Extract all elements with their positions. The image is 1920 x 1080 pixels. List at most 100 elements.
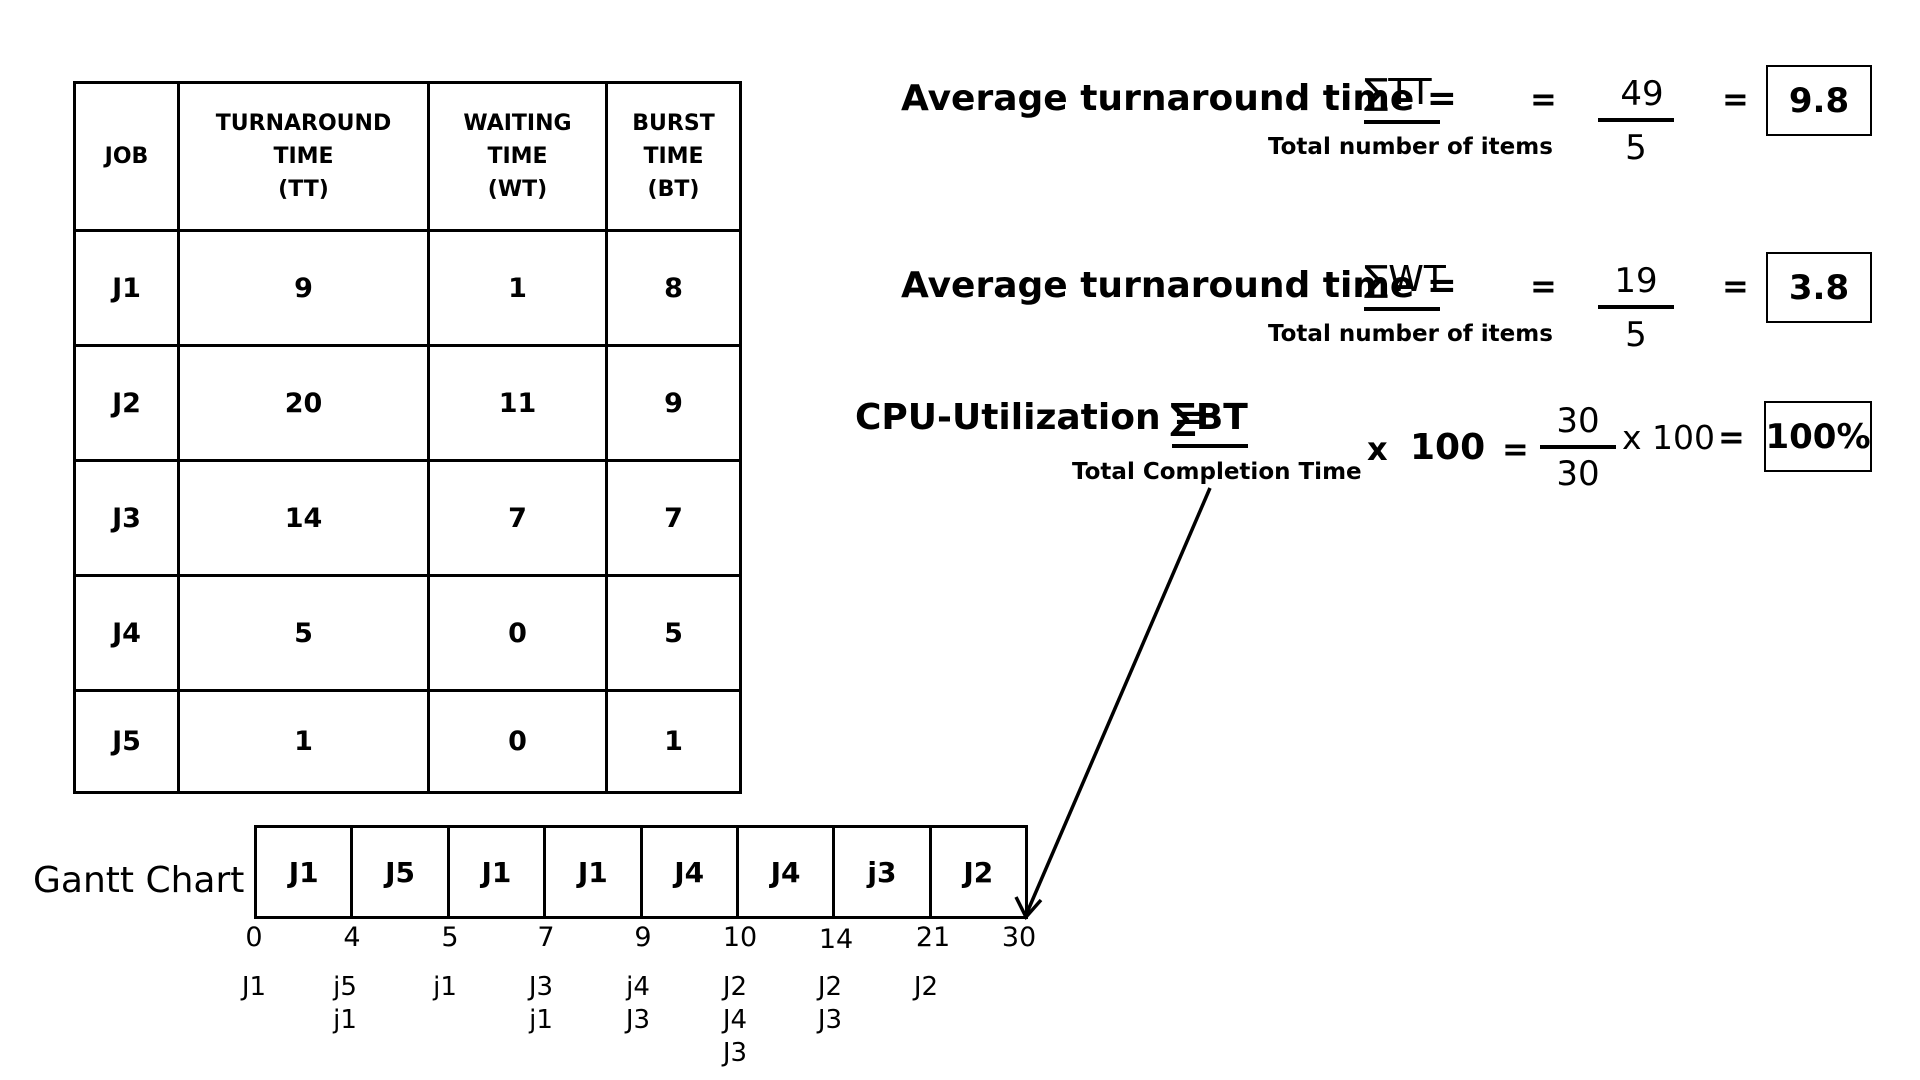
- result-box: 9.8: [1766, 65, 1872, 136]
- sigma-wt-term: ∑WT: [1364, 259, 1446, 300]
- gantt-tick: 5: [441, 922, 459, 953]
- gantt-cell: J2: [963, 855, 994, 889]
- cell-job: J3: [73, 459, 180, 577]
- ready-queue-group: j1: [415, 971, 475, 1004]
- queue-item: J2: [722, 972, 748, 1002]
- fraction-numerator: 30: [1556, 401, 1600, 441]
- result-box: 100%: [1764, 401, 1872, 472]
- gantt-cell: J1: [450, 828, 547, 916]
- gantt-tick: 21: [915, 922, 951, 953]
- queue-item: J4: [722, 1005, 748, 1035]
- header-job: JOB: [73, 81, 180, 232]
- times-100: x 100: [1622, 418, 1716, 457]
- sigma-underline: [1364, 307, 1440, 311]
- gantt-tick: 10: [722, 922, 758, 953]
- gantt-cell: J1: [257, 828, 354, 916]
- cell-tt: 1: [177, 689, 430, 794]
- queue-item: J2: [913, 972, 939, 1002]
- cell-job: J5: [73, 689, 180, 794]
- header-line: BURST: [632, 111, 715, 136]
- table-header-row: JOB TURNAROUND TIME (TT) WAITING TIME (W…: [73, 81, 742, 232]
- fraction-denominator: 5: [1625, 128, 1647, 168]
- sigma-bt-term: ∑BT: [1170, 397, 1248, 438]
- cell-job: J2: [73, 344, 180, 462]
- equals-sign: =: [1718, 418, 1745, 456]
- cell-job: J4: [73, 574, 180, 692]
- header-waiting-time: WAITING TIME (WT): [427, 81, 608, 232]
- header-line: JOB: [104, 144, 149, 169]
- cell-bt: 8: [605, 229, 742, 347]
- job-table: JOB TURNAROUND TIME (TT) WAITING TIME (W…: [73, 81, 742, 794]
- cell-tt: 5: [177, 574, 430, 692]
- fraction-numerator: 49: [1620, 74, 1664, 114]
- cell-wt: 11: [427, 344, 608, 462]
- header-line: TIME: [643, 144, 704, 169]
- sigma-underline: [1364, 120, 1440, 124]
- result-box: 3.8: [1766, 252, 1872, 323]
- cell-tt: 9: [177, 229, 430, 347]
- fraction-denominator: 30: [1556, 454, 1600, 494]
- arrow-line: [1024, 487, 1212, 916]
- gantt-tick: 9: [634, 922, 652, 953]
- cell-bt: 7: [605, 459, 742, 577]
- gantt-tick: 4: [343, 922, 361, 953]
- table-row: J1 9 1 8: [73, 229, 742, 347]
- equals-sign: =: [1722, 267, 1749, 305]
- gantt-cell: J4: [739, 828, 836, 916]
- ready-queue-group: J3 j1: [511, 971, 571, 1037]
- queue-item: J3: [817, 1005, 843, 1035]
- cell-bt: 1: [605, 689, 742, 794]
- gantt-bar: J1 J5 J1 J1 J4 J4 j3 J2: [254, 825, 1028, 919]
- denominator-label: Total number of items: [1268, 321, 1553, 347]
- header-line: TIME: [487, 144, 548, 169]
- ready-queue-group: j5 j1: [315, 971, 375, 1037]
- cell-wt: 7: [427, 459, 608, 577]
- gantt-tick: 7: [537, 922, 555, 953]
- fraction-bar: [1540, 445, 1616, 449]
- queue-item: j5: [333, 972, 357, 1002]
- ready-queue-group: J1: [224, 971, 284, 1004]
- header-burst-time: BURST TIME (BT): [605, 81, 742, 232]
- header-line: WAITING: [463, 111, 572, 136]
- queue-item: J3: [528, 972, 554, 1002]
- cell-bt: 9: [605, 344, 742, 462]
- result-value: 3.8: [1788, 267, 1850, 308]
- gantt-tick: 30: [1001, 922, 1037, 953]
- queue-item: j4: [626, 972, 650, 1002]
- queue-item: j1: [433, 972, 457, 1002]
- formula-label: CPU-Utilization =: [855, 397, 1204, 438]
- queue-item: J1: [241, 972, 267, 1002]
- header-line: TIME: [273, 144, 334, 169]
- cell-tt: 20: [177, 344, 430, 462]
- header-line: (BT): [647, 177, 700, 202]
- result-value: 9.8: [1788, 80, 1850, 121]
- times-sign: x: [1367, 430, 1388, 468]
- table-row: J3 14 7 7: [73, 459, 742, 577]
- gantt-cell: j3: [835, 828, 932, 916]
- queue-item: J3: [722, 1038, 748, 1068]
- header-turnaround-time: TURNAROUND TIME (TT): [177, 81, 430, 232]
- formula-label: Average turnaround time =: [901, 265, 1457, 306]
- table-row: J5 1 0 1: [73, 689, 742, 794]
- equals-sign: =: [1530, 267, 1557, 305]
- ready-queue-group: J2 J4 J3: [705, 971, 765, 1070]
- gantt-tick: 0: [245, 922, 263, 953]
- gantt-tick: 14: [818, 924, 854, 955]
- gantt-title: Gantt Chart: [33, 860, 245, 901]
- gantt-cell: J4: [643, 828, 739, 916]
- header-line: (TT): [278, 177, 329, 202]
- equals-sign: =: [1502, 430, 1529, 468]
- cell-wt: 0: [427, 689, 608, 794]
- sigma-underline: [1172, 444, 1248, 448]
- table-row: J2 20 11 9: [73, 344, 742, 462]
- header-line: TURNAROUND: [215, 111, 392, 136]
- header-line: (WT): [487, 177, 548, 202]
- queue-item: J2: [817, 972, 843, 1002]
- cell-bt: 5: [605, 574, 742, 692]
- fraction-bar: [1598, 305, 1674, 309]
- formula-label: Average turnaround time =: [901, 78, 1457, 119]
- equals-sign: =: [1722, 80, 1749, 118]
- hundred-value: 100: [1410, 427, 1486, 468]
- ready-queue-group: J2 J3: [800, 971, 860, 1037]
- result-value: 100%: [1765, 416, 1871, 457]
